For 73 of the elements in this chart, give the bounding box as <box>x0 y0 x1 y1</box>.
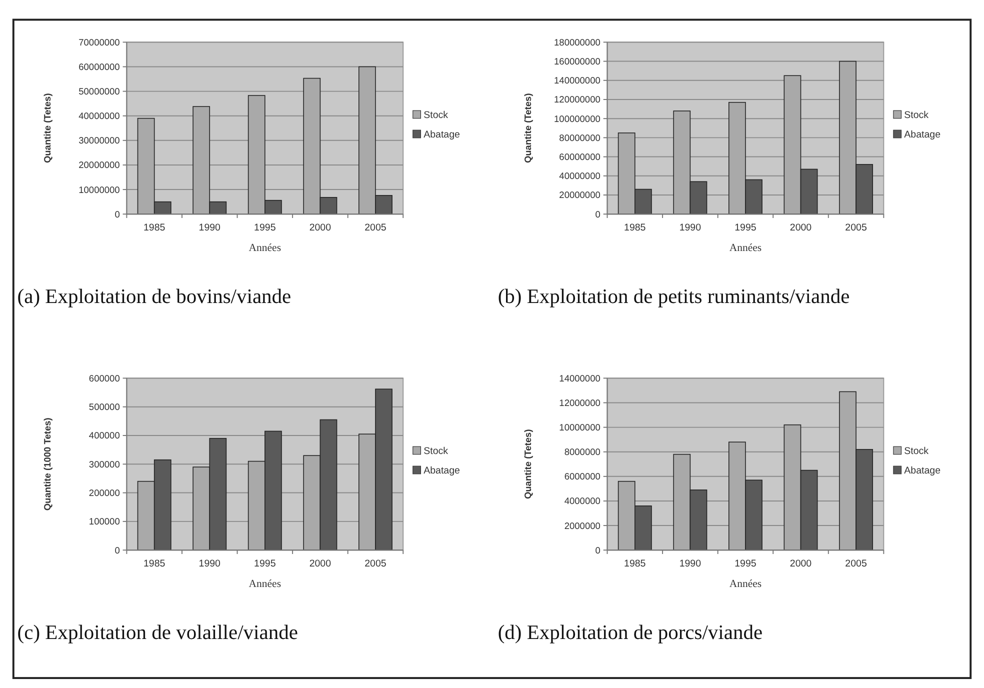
text: (b) Exploitation de petits ruminants/viande <box>498 286 850 308</box>
y-tick-label: 300000 <box>88 459 120 470</box>
y-axis-title: Quantite (Tetes) <box>523 429 534 500</box>
x-tick-label: 2005 <box>364 222 387 234</box>
text: (d) Exploitation de porcs/viande <box>498 622 763 644</box>
y-tick-label: 40000000 <box>78 111 120 122</box>
x-tick-label: 1985 <box>143 222 166 234</box>
legend-label: Stock <box>904 446 929 457</box>
x-tick-label: 1990 <box>198 222 222 234</box>
y-tick-label: 100000 <box>88 516 120 527</box>
x-axis-title: Années <box>729 242 762 254</box>
y-tick-label: 0 <box>114 545 120 556</box>
y-tick-label: 400000 <box>88 430 120 441</box>
y-tick-label: 2000000 <box>564 520 600 531</box>
y-tick-label: 500000 <box>88 402 120 412</box>
y-tick-label: 200000 <box>88 488 120 498</box>
y-tick-label: 0 <box>114 209 120 220</box>
x-tick-label: 2000 <box>309 222 332 234</box>
x-tick-label: 1990 <box>679 222 702 234</box>
text: (a) Exploitation de bovins/viande <box>17 286 292 308</box>
y-tick-label: 600000 <box>88 373 120 384</box>
legend-label: Abatage <box>424 129 460 140</box>
y-axis-title: Quantite (Tetes) <box>523 93 534 164</box>
x-tick-label: 2000 <box>790 558 812 570</box>
x-tick-label: 1995 <box>734 558 757 570</box>
y-tick-label: 14000000 <box>559 373 600 384</box>
x-tick-label: 2000 <box>790 222 812 234</box>
legend-label: Stock <box>424 110 448 121</box>
legend-label: Stock <box>424 446 448 457</box>
y-tick-label: 30000000 <box>78 136 120 146</box>
y-tick-label: 60000000 <box>78 62 120 72</box>
y-tick-label: 6000000 <box>564 472 600 482</box>
y-tick-label: 60000000 <box>559 152 600 162</box>
x-tick-label: 1985 <box>143 558 166 570</box>
y-tick-label: 12000000 <box>559 398 600 408</box>
x-tick-label: 1985 <box>624 558 646 570</box>
x-tick-label: 1995 <box>734 222 757 234</box>
x-tick-label: 2000 <box>309 558 332 570</box>
y-tick-label: 120000000 <box>554 94 600 105</box>
y-tick-label: 140000000 <box>554 76 600 86</box>
y-tick-label: 40000000 <box>559 171 600 182</box>
y-tick-label: 160000000 <box>554 56 600 67</box>
y-tick-label: 4000000 <box>564 496 600 506</box>
y-axis-title: Quantite (Tetes) <box>42 93 53 164</box>
x-tick-label: 1990 <box>679 558 702 570</box>
x-axis-title: Années <box>248 242 282 254</box>
x-tick-label: 1995 <box>254 222 276 234</box>
y-tick-label: 20000000 <box>559 190 600 200</box>
legend-label: Abatage <box>424 465 460 476</box>
y-tick-label: 8000000 <box>564 447 600 458</box>
x-tick-label: 2005 <box>364 558 387 570</box>
y-tick-label: 10000000 <box>559 422 600 433</box>
y-tick-label: 0 <box>595 209 600 220</box>
legend-label: Abatage <box>904 465 941 476</box>
y-axis-title: Quantite (1000 Tetes) <box>42 418 53 511</box>
x-tick-label: 2005 <box>845 222 868 234</box>
x-tick-label: 1990 <box>198 558 222 570</box>
x-axis-title: Années <box>729 578 762 590</box>
x-axis-title: Années <box>248 578 282 590</box>
x-tick-label: 1995 <box>254 558 276 570</box>
y-tick-label: 0 <box>595 545 600 556</box>
y-tick-label: 20000000 <box>78 160 120 170</box>
y-tick-label: 10000000 <box>78 184 120 195</box>
y-tick-label: 180000000 <box>554 37 600 48</box>
text: (c) Exploitation de volaille/viande <box>17 622 298 644</box>
x-tick-label: 2005 <box>845 558 868 570</box>
y-tick-label: 50000000 <box>78 86 120 97</box>
legend-label: Abatage <box>904 129 941 140</box>
y-tick-label: 100000000 <box>554 114 600 124</box>
x-tick-label: 1985 <box>624 222 646 234</box>
y-tick-label: 70000000 <box>78 37 120 48</box>
y-tick-label: 80000000 <box>559 132 600 143</box>
legend-label: Stock <box>904 110 929 121</box>
